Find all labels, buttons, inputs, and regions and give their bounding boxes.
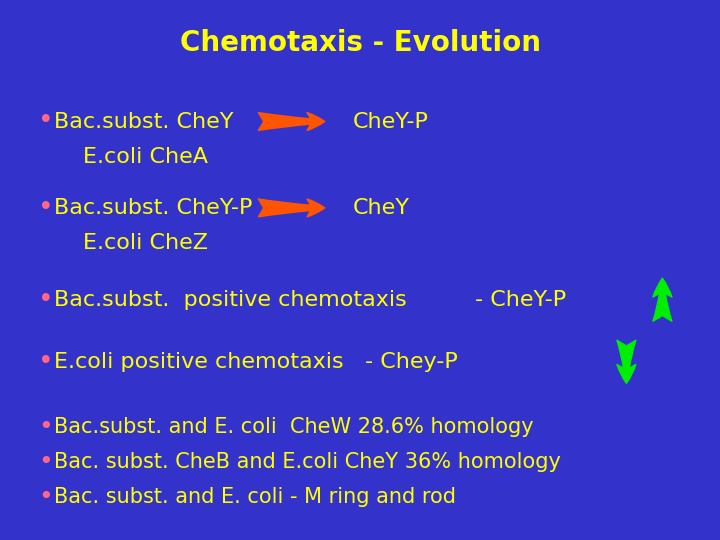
Text: Bac. subst. CheB and E.coli CheY 36% homology: Bac. subst. CheB and E.coli CheY 36% hom… (54, 451, 561, 472)
Text: CheY-P: CheY-P (353, 111, 428, 132)
Text: Bac.subst. CheY-P: Bac.subst. CheY-P (54, 198, 253, 218)
Text: Bac. subst. and E. coli - M ring and rod: Bac. subst. and E. coli - M ring and rod (54, 487, 456, 507)
Text: E.coli positive chemotaxis   - Chey-P: E.coli positive chemotaxis - Chey-P (54, 352, 458, 372)
Text: Bac.subst. and E. coli  CheW 28.6% homology: Bac.subst. and E. coli CheW 28.6% homolo… (54, 416, 534, 437)
Text: •: • (38, 349, 54, 375)
Text: - CheY-P: - CheY-P (475, 289, 567, 310)
Text: Bac.subst. CheY: Bac.subst. CheY (54, 111, 233, 132)
Text: Bac.subst.  positive chemotaxis: Bac.subst. positive chemotaxis (54, 289, 407, 310)
Text: •: • (38, 450, 53, 474)
Text: •: • (38, 109, 54, 134)
Text: •: • (38, 287, 54, 313)
Text: •: • (38, 415, 53, 438)
Text: •: • (38, 195, 54, 221)
Text: E.coli CheA: E.coli CheA (83, 146, 208, 167)
Text: •: • (38, 485, 53, 509)
Text: Chemotaxis - Evolution: Chemotaxis - Evolution (179, 29, 541, 57)
Text: E.coli CheZ: E.coli CheZ (83, 233, 208, 253)
Text: CheY: CheY (353, 198, 410, 218)
